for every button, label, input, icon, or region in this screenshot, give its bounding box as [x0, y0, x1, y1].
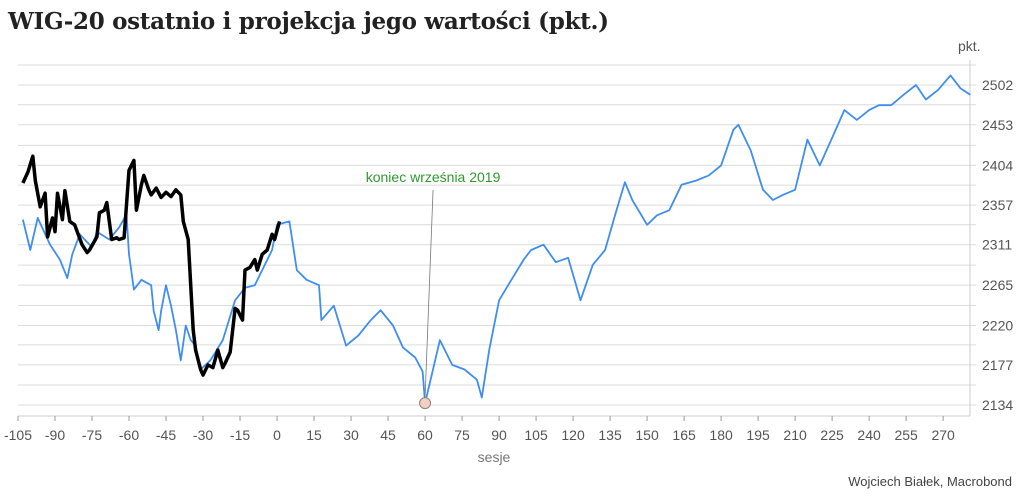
x-tick-label: 90	[491, 427, 507, 443]
y-tick-label: 2453	[982, 117, 1013, 133]
x-tick-label: 75	[454, 427, 470, 443]
x-tick-label: 240	[857, 427, 881, 443]
x-tick-label: 270	[931, 427, 955, 443]
y-tick-label: 2134	[982, 397, 1013, 413]
x-tick-label: -45	[156, 427, 176, 443]
axes: 2134 2177 2220 2265 2311 2357 2404 2453 2502 -105…	[4, 60, 1013, 443]
x-tick-label: 210	[783, 427, 807, 443]
y-tick-label: 2265	[982, 277, 1013, 293]
y-tick-label: 2502	[982, 77, 1013, 93]
x-tick-label: 255	[894, 427, 918, 443]
x-tick-label: 120	[561, 427, 585, 443]
x-tick-label: 195	[746, 427, 770, 443]
x-tick-label: 45	[380, 427, 396, 443]
y-axis-unit: pkt.	[958, 38, 981, 54]
y-tick-label: 2220	[982, 318, 1013, 334]
x-tick-label: -75	[82, 427, 102, 443]
annotation-marker	[419, 397, 432, 410]
series-line-blue	[22, 74, 971, 405]
series-lines	[21, 74, 971, 405]
x-tick-label: 60	[417, 427, 433, 443]
series-line-black	[21, 154, 282, 377]
x-tick-label: 105	[524, 427, 548, 443]
x-tick-label: -60	[119, 427, 139, 443]
annotation: koniec września 2019	[366, 169, 501, 410]
credit: Wojciech Białek, Macrobond	[848, 474, 1012, 489]
x-tick-label: -90	[45, 427, 65, 443]
x-tick-label: -15	[230, 427, 250, 443]
x-tick-label: 225	[820, 427, 844, 443]
chart-title: WIG-20 ostatnio i projekcja jego wartośc…	[8, 8, 609, 35]
x-tick-label: 180	[709, 427, 733, 443]
x-tick-label: 135	[598, 427, 622, 443]
x-tick-label: -30	[193, 427, 213, 443]
y-tick-label: 2177	[982, 357, 1013, 373]
x-tick-label: 15	[306, 427, 322, 443]
x-tick-label: 0	[273, 427, 281, 443]
annotation-leader-line	[424, 189, 434, 399]
grid	[18, 64, 976, 406]
x-tick-label: -105	[4, 427, 32, 443]
x-axis-label: sesje	[478, 449, 511, 465]
x-tick-label: 150	[635, 427, 659, 443]
annotation-label: koniec września 2019	[366, 169, 501, 185]
y-tick-label: 2404	[982, 157, 1013, 173]
x-tick-label: 30	[343, 427, 359, 443]
x-tick-label: 165	[672, 427, 696, 443]
y-tick-label: 2311	[982, 237, 1012, 253]
y-tick-label: 2357	[982, 197, 1013, 213]
